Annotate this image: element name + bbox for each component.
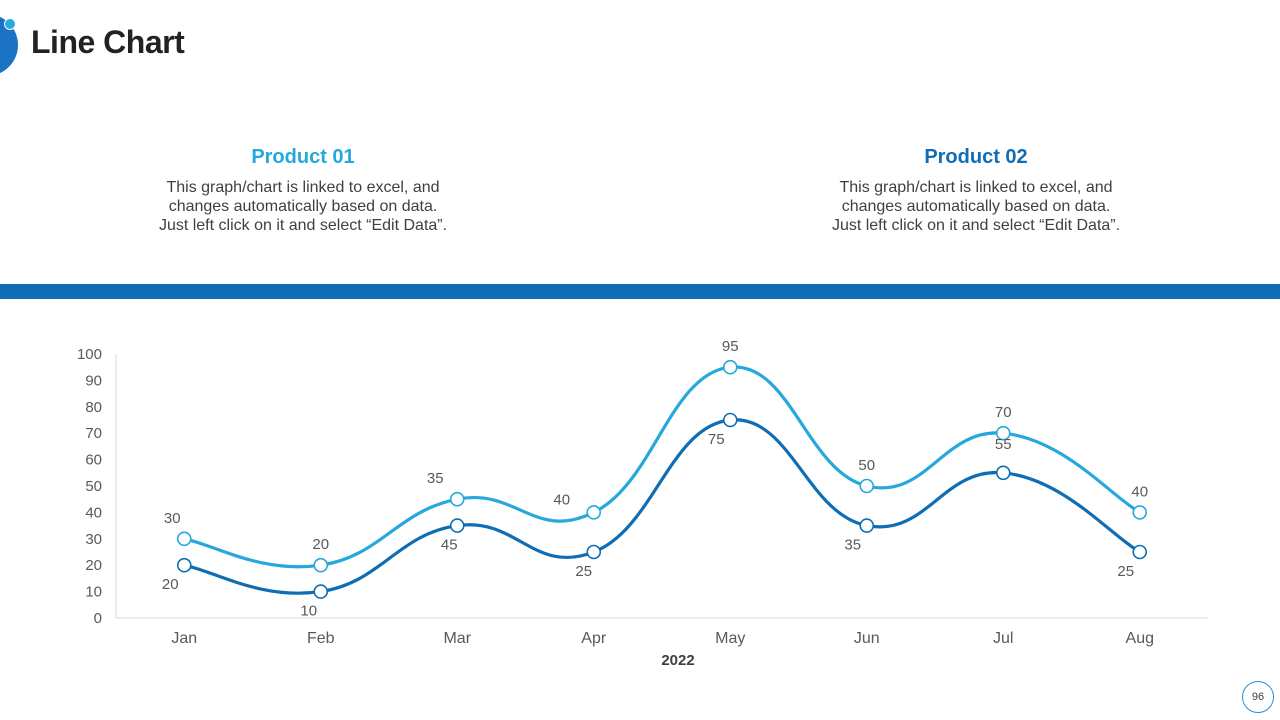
product-01-block: Product 01 This graph/chart is linked to…	[123, 146, 483, 235]
series-2-point-jul	[995, 465, 1011, 481]
series-2-data-label-apr: 25	[575, 563, 592, 580]
y-tick-label-40: 40	[85, 504, 102, 521]
divider-band	[0, 284, 1280, 299]
series-2-point-mar	[449, 518, 465, 533]
x-tick-label-aug: Aug	[1126, 630, 1154, 647]
product-01-desc-line-1: This graph/chart is linked to excel, and	[166, 179, 440, 196]
x-tick-label-feb: Feb	[307, 630, 335, 647]
y-tick-label-90: 90	[85, 372, 102, 389]
y-tick-label-80: 80	[85, 399, 102, 416]
series-2-data-label-jan: 20	[162, 576, 179, 593]
series-2-point-aug	[1132, 544, 1148, 560]
product-02-description: This graph/chart is linked to excel, and…	[796, 178, 1156, 235]
series-2-data-label-mar: 45	[441, 537, 458, 554]
product-01-desc-line-3: Just left click on it and select “Edit D…	[158, 217, 448, 234]
series-1-data-label-jul: 70	[995, 404, 1012, 421]
series-2-point-jan	[176, 557, 192, 573]
y-tick-label-50: 50	[85, 478, 102, 495]
series-1-point-may	[722, 359, 738, 375]
series-1-data-label-jan: 30	[164, 510, 181, 527]
y-tick-label-10: 10	[85, 584, 102, 601]
y-tick-label-30: 30	[85, 531, 102, 548]
x-tick-label-jan: Jan	[171, 630, 197, 647]
product-02-block: Product 02 This graph/chart is linked to…	[796, 146, 1156, 235]
y-tick-label-20: 20	[85, 557, 102, 574]
series-line-1	[183, 365, 1141, 569]
x-axis-title: 2022	[661, 652, 694, 669]
series-2-data-label-jul: 55	[995, 436, 1012, 453]
series-2-point-apr	[586, 544, 602, 560]
logo-dot	[4, 18, 16, 30]
series-1-data-label-feb: 20	[312, 536, 329, 553]
series-2-point-jun	[859, 518, 875, 533]
series-1-point-feb	[313, 557, 329, 573]
series-1-data-label-apr: 40	[553, 491, 570, 508]
series-1-data-label-may: 95	[722, 338, 739, 355]
series-2-data-label-may: 75	[708, 431, 725, 448]
y-tick-label-0: 0	[94, 610, 102, 627]
series-1-point-apr	[586, 505, 602, 520]
x-tick-label-jul: Jul	[993, 630, 1013, 647]
series-1-point-aug	[1132, 505, 1148, 520]
logo-circle	[0, 14, 18, 76]
series-2-data-label-aug: 25	[1117, 563, 1134, 580]
series-1-point-jun	[859, 478, 875, 494]
y-tick-label-70: 70	[85, 425, 102, 442]
page-number-badge: 96	[1242, 681, 1274, 713]
product-02-title: Product 02	[924, 146, 1028, 168]
y-tick-label-60: 60	[85, 452, 102, 469]
series-1-data-label-mar: 35	[427, 470, 444, 487]
series-2-data-label-jun: 35	[844, 537, 861, 554]
product-02-desc-line-3: Just left click on it and select “Edit D…	[831, 217, 1121, 234]
x-tick-label-jun: Jun	[854, 630, 880, 647]
series-2-point-may	[722, 412, 738, 428]
product-01-title: Product 01	[251, 146, 355, 168]
series-1-point-jan	[176, 531, 192, 547]
series-1-data-label-aug: 40	[1131, 483, 1148, 500]
page-title: Line Chart	[31, 24, 185, 60]
series-2-data-label-feb: 10	[300, 603, 317, 620]
series-1-point-mar	[449, 491, 465, 507]
x-tick-label-apr: Apr	[581, 630, 607, 647]
x-tick-label-may: May	[715, 630, 745, 647]
product-02-desc-line-1: This graph/chart is linked to excel, and	[839, 179, 1113, 196]
product-01-description: This graph/chart is linked to excel, and…	[123, 178, 483, 235]
product-02-desc-line-2: changes automatically based on data.	[841, 198, 1111, 215]
series-line-2	[183, 418, 1141, 595]
x-tick-label-mar: Mar	[443, 630, 471, 647]
series-1-point-jul	[995, 425, 1011, 441]
product-01-desc-line-2: changes automatically based on data.	[168, 198, 438, 215]
series-2-point-feb	[313, 584, 329, 599]
line-chart[interactable]: 0 10 20 30 40 50 60 70 80 90 100 Jan Feb Mar Apr May Jun…	[0, 300, 1280, 680]
series-1-data-label-jun: 50	[858, 457, 875, 474]
y-tick-label-100: 100	[77, 346, 102, 363]
